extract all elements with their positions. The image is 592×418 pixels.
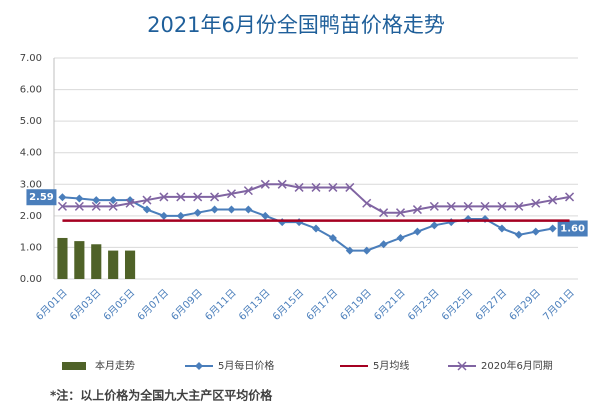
- marker: [345, 182, 355, 192]
- marker: [260, 179, 270, 189]
- marker: [328, 233, 337, 242]
- marker: [92, 196, 101, 205]
- marker: [531, 227, 540, 236]
- bar: [124, 250, 136, 279]
- marker: [312, 224, 320, 233]
- marker: [497, 201, 507, 211]
- legend-label: 本月走势: [95, 359, 135, 372]
- marker: [294, 182, 304, 192]
- marker: [531, 198, 541, 208]
- y-tick-label: 6.00: [20, 85, 42, 96]
- footnote: *注：以上价格为全国九大主产区平均价格: [50, 388, 273, 403]
- marker: [57, 201, 67, 211]
- legend-label: 5月均线: [373, 359, 409, 372]
- data-label-box: [557, 220, 588, 237]
- marker: [58, 193, 67, 202]
- legend-swatch: [62, 362, 86, 370]
- legend-marker: [195, 362, 203, 370]
- marker: [277, 179, 287, 189]
- marker: [429, 201, 439, 211]
- marker: [362, 198, 372, 208]
- marker: [244, 205, 253, 214]
- marker: [125, 198, 135, 208]
- marker: [176, 211, 185, 220]
- data-label: 1.60: [560, 223, 585, 234]
- marker: [395, 208, 406, 218]
- marker: [328, 182, 338, 192]
- y-tick-label: 1.00: [20, 242, 42, 253]
- marker: [142, 195, 152, 205]
- y-tick-label: 5.00: [20, 116, 42, 127]
- marker: [193, 192, 203, 202]
- data-label: 2.59: [29, 192, 54, 203]
- y-tick-label: 4.00: [20, 148, 42, 159]
- bar: [108, 250, 119, 279]
- marker: [497, 224, 506, 233]
- marker: [210, 205, 219, 214]
- marker: [311, 182, 321, 192]
- marker: [226, 189, 237, 199]
- marker: [227, 205, 236, 214]
- marker: [548, 224, 557, 233]
- bar: [57, 237, 68, 279]
- marker: [91, 201, 101, 211]
- marker: [193, 208, 202, 217]
- marker: [396, 233, 405, 242]
- chart-title: 2021年6月份全国鸭苗价格走势: [147, 13, 445, 37]
- marker: [514, 230, 523, 239]
- marker: [159, 192, 169, 202]
- marker: [142, 205, 151, 214]
- marker: [243, 186, 253, 196]
- legend-label: 2020年6月同期: [481, 359, 553, 372]
- marker: [413, 227, 422, 236]
- marker: [345, 246, 354, 255]
- data-label-box: [26, 189, 57, 206]
- marker: [430, 221, 439, 230]
- y-tick-label: 2.00: [20, 211, 42, 222]
- marker: [362, 246, 371, 255]
- marker: [75, 194, 84, 203]
- marker: [565, 192, 575, 202]
- marker: [480, 201, 490, 211]
- y-tick-label: 0.00: [20, 274, 42, 285]
- y-tick-label: 7.00: [20, 53, 42, 64]
- marker: [176, 192, 186, 202]
- marker: [261, 211, 270, 220]
- legend-marker: [457, 361, 467, 371]
- marker: [446, 201, 456, 211]
- marker: [210, 192, 220, 202]
- marker: [548, 195, 558, 205]
- marker: [514, 201, 524, 211]
- marker: [74, 201, 84, 211]
- bar: [74, 241, 85, 279]
- y-tick-label: 3.00: [20, 179, 42, 190]
- marker: [108, 201, 118, 211]
- legend-label: 5月每日价格: [218, 359, 274, 372]
- marker: [379, 208, 389, 218]
- marker: [463, 201, 473, 211]
- marker: [412, 205, 422, 215]
- marker: [159, 211, 168, 220]
- bar: [91, 244, 102, 279]
- marker: [379, 240, 388, 249]
- marker: [109, 196, 118, 205]
